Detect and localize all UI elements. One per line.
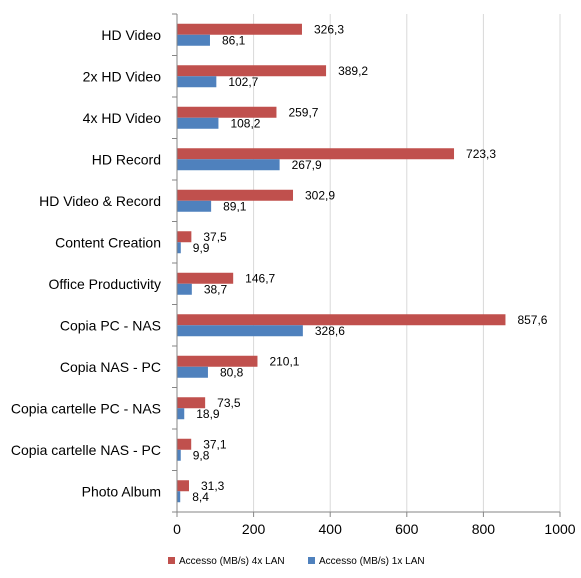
value-tick-label: 600 [395,521,419,537]
data-label: 389,2 [338,64,368,78]
category-label: Content Creation [55,234,161,250]
data-label: 86,1 [222,33,246,47]
data-label: 146,7 [245,271,275,285]
bar-4x-lan [177,438,192,450]
data-label: 9,9 [193,241,210,255]
value-tick-label: 1000 [544,521,575,537]
category-label: Office Productivity [48,276,161,292]
bar-4x-lan [177,23,302,35]
bar-1x-lan [177,283,192,295]
bar-1x-lan [177,408,185,420]
category-label: Copia NAS - PC [60,359,161,375]
data-label: 89,1 [223,199,247,213]
bar-4x-lan [177,272,234,284]
data-label: 302,9 [305,188,335,202]
value-tick-label: 200 [242,521,266,537]
bar-1x-lan [177,117,219,129]
data-label: 108,2 [230,116,260,130]
category-label: Copia PC - NAS [60,317,161,333]
data-label: 857,6 [517,313,547,327]
bar-4x-lan [177,189,294,201]
gridlines [253,14,561,512]
bar-1x-lan [177,366,208,378]
data-label: 326,3 [314,22,344,36]
bar-1x-lan [177,34,210,46]
value-tick-label: 400 [319,521,343,537]
data-label: 18,9 [196,407,220,421]
data-label: 80,8 [220,365,244,379]
data-label: 38,7 [204,282,228,296]
bar-4x-lan [177,397,206,409]
data-label: 73,5 [217,396,241,410]
category-labels: HD Video 2x HD Video 4x HD Video HD Record H… [11,27,161,500]
data-label: 9,8 [193,448,210,462]
data-label: 328,6 [315,324,345,338]
bar-4x-lan [177,480,189,492]
data-label: 210,1 [269,354,299,368]
data-label: 723,3 [466,147,496,161]
bar-4x-lan [177,314,506,326]
category-label: Copia cartelle NAS - PC [11,442,161,458]
bar-1x-lan [177,242,181,254]
bar-1x-lan [177,200,212,212]
data-label: 37,1 [203,437,227,451]
value-tick-label: 0 [173,521,181,537]
legend-label: Accesso (MB/s) 1x LAN [319,556,425,567]
legend-label: Accesso (MB/s) 4x LAN [179,556,285,567]
legend-swatch [308,557,315,564]
category-label: 2x HD Video [83,68,162,84]
value-tick-label: 800 [472,521,496,537]
data-label: 37,5 [203,230,227,244]
bars: 326,3 86,1 389,2 102,7 259,7 108,2 723,3 267,9 3… [177,22,548,504]
bar-4x-lan [177,148,455,160]
data-label: 259,7 [288,105,318,119]
bar-4x-lan [177,355,258,367]
bar-1x-lan [177,159,280,171]
bar-4x-lan [177,231,192,243]
category-label: HD Video & Record [39,193,161,209]
value-axis: 0 200 400 600 800 1000 [172,13,576,537]
data-label: 102,7 [228,75,258,89]
bar-1x-lan [177,76,217,88]
category-label: Copia cartelle PC - NAS [11,400,161,416]
legend-swatch [168,557,175,564]
bar-1x-lan [177,491,181,503]
data-label: 31,3 [201,479,225,493]
category-label: Photo Album [82,483,161,499]
data-label: 8,4 [192,490,209,504]
bar-1x-lan [177,325,303,337]
legend: Accesso (MB/s) 4x LAN Accesso (MB/s) 1x L… [168,556,425,567]
bar-4x-lan [177,65,327,77]
category-label: 4x HD Video [83,110,162,126]
bar-4x-lan [177,106,277,118]
data-label: 267,9 [292,158,322,172]
category-label: HD Record [92,151,161,167]
category-label: HD Video [101,27,161,43]
bar-1x-lan [177,449,181,461]
